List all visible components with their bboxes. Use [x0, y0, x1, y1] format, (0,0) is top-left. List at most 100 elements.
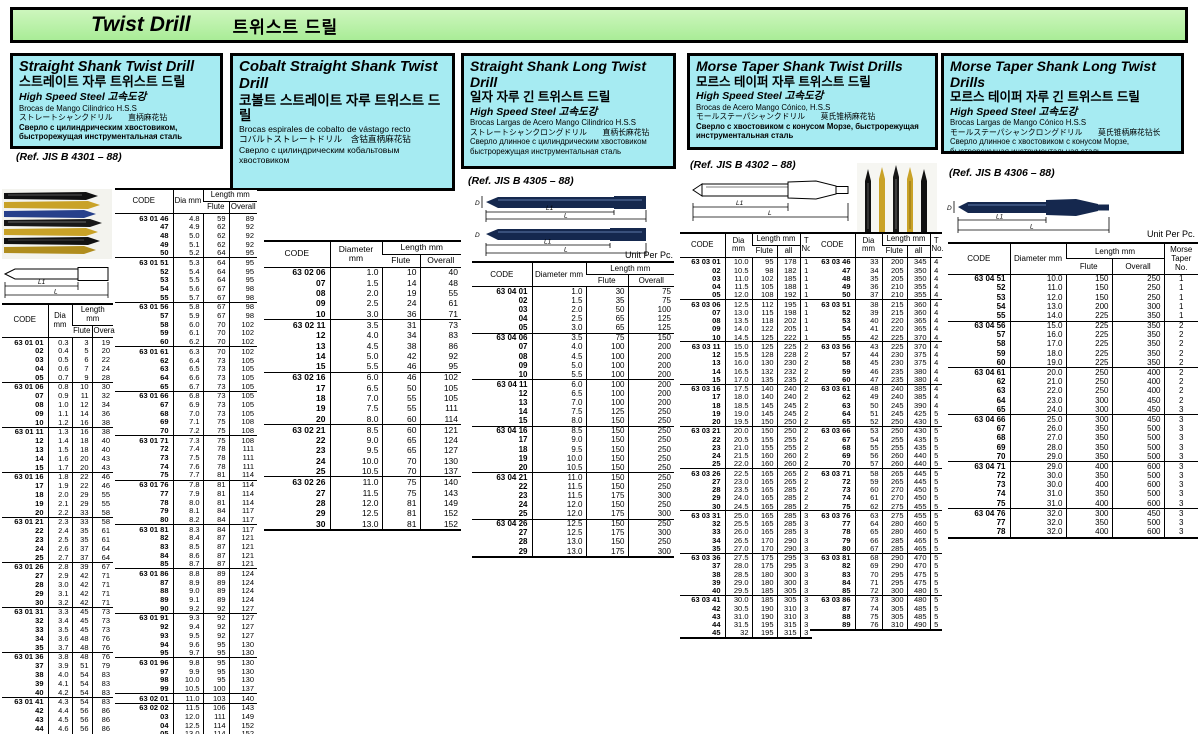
cell-taper-no: 5 — [929, 417, 943, 427]
cell-taper-no: 3 — [799, 544, 813, 554]
table-row: 24 2.6 37 64 — [2, 544, 114, 553]
cell-overall: 76 — [91, 651, 114, 662]
table-row: 72 7.4 78 111 — [115, 444, 258, 454]
table-row: 19 19.0 145 245 2 — [680, 409, 813, 418]
cell-diameter: 5.3 — [172, 257, 203, 268]
cell-overall: 102 — [228, 346, 258, 356]
taper-drill-diagram: L1 L — [692, 180, 849, 221]
cell-code: 43 — [712, 612, 721, 621]
cell-flute: 150 — [585, 518, 628, 529]
cell-overall: 111 — [228, 462, 258, 471]
cell-overall: 73 — [91, 625, 114, 635]
cell-taper-no: 1 — [1163, 311, 1198, 321]
cell-overall: 105 — [228, 381, 258, 392]
cell-diameter: 7.8 — [172, 479, 203, 490]
cell-overall: 152 — [419, 518, 461, 530]
cell-code: 57 — [842, 350, 851, 359]
cell-flute: 215 — [881, 308, 907, 317]
cell-code: 63 01 66 — [115, 390, 173, 401]
cell-overall: 89 — [228, 212, 258, 223]
cell-taper-no: 3 — [799, 561, 813, 571]
table-row: 63 03 21 20.0 150 250 2 — [680, 425, 813, 436]
cell-diameter: 7.5 — [531, 407, 586, 417]
cell-code: 63 03 36 — [680, 552, 725, 562]
table-row: 12 1.4 18 40 — [2, 436, 114, 446]
cell-code: 63 01 21 — [2, 516, 48, 527]
col-diameter: Dia mm — [172, 189, 203, 214]
table-row: 50 37 210 355 4 — [810, 290, 943, 300]
cell-overall: 43 — [91, 454, 114, 464]
cell-flute: 18 — [71, 445, 92, 455]
cell-overall: 450 — [906, 485, 931, 494]
cell-overall: 245 — [776, 409, 801, 418]
cell-flute: 19 — [381, 288, 420, 299]
cell-diameter: 23.0 — [724, 477, 752, 486]
cell-overall: 130 — [228, 648, 258, 658]
cell-code: 68 — [160, 409, 169, 418]
table-row: 63 03 36 27.5 175 295 3 — [680, 552, 813, 562]
table-row: 63 01 81 8.3 84 117 — [115, 523, 258, 534]
cell-diameter: 26.0 — [1009, 424, 1066, 434]
cell-flute: 54 — [71, 687, 92, 698]
cell-code: 63 04 01 — [472, 286, 532, 297]
cell-code: 17 — [518, 435, 528, 445]
cell-taper-no: 2 — [1163, 349, 1198, 359]
table-header: CODE Diameter mm Length mm Flute Overall — [472, 262, 674, 288]
cell-code: 03 — [712, 274, 721, 283]
cell-flute: 24 — [381, 298, 420, 309]
cell-flute: 170 — [751, 536, 777, 545]
cell-code: 14 — [316, 350, 326, 361]
table-row: 25 12.0 175 300 — [472, 509, 674, 520]
cell-diameter: 1.5 — [47, 445, 72, 455]
table-row: 60 6.2 70 102 — [115, 337, 258, 347]
cell-overall: 75 — [627, 296, 674, 306]
section-title-japanese: モールステーパシャンクロングドリル 莫氏锥柄麻花钻长 — [950, 127, 1161, 137]
cell-code: 08 — [518, 352, 528, 361]
table-row: 73 30.0 400 600 3 — [948, 480, 1198, 490]
cell-flute: 300 — [881, 594, 907, 605]
cell-code: 63 03 86 — [810, 594, 855, 605]
cell-diameter: 2.1 — [47, 499, 72, 508]
table-morse-taper-b: CODE Dia mm Length mm T No. Flute all 63 03 46… — [810, 232, 944, 631]
cell-code: 75 — [842, 502, 851, 511]
cell-code: 34 — [35, 634, 44, 643]
cell-diameter: 4.3 — [47, 696, 72, 707]
cell-code: 63 03 16 — [680, 383, 725, 393]
cell-code: 63 02 02 — [115, 702, 173, 713]
cell-flute: 111 — [202, 712, 229, 722]
cell-overall: 300 — [1111, 302, 1164, 312]
cell-diameter: 3.2 — [47, 597, 72, 608]
cell-diameter: 7.2 — [172, 426, 203, 436]
cell-flute: 305 — [881, 612, 907, 621]
cell-code: 59 — [996, 349, 1006, 358]
cell-overall: 250 — [627, 518, 674, 529]
cell-diameter: 9.5 — [531, 444, 586, 455]
cell-taper-no: 3 — [1163, 452, 1198, 462]
cell-code: 63 03 66 — [810, 425, 855, 436]
cell-overall: 435 — [906, 443, 931, 452]
cell-code: 23 — [518, 491, 528, 500]
cell-flute: 255 — [881, 435, 907, 444]
cell-flute: 300 — [1065, 414, 1112, 425]
table-row: 07 13.0 115 198 1 — [680, 308, 813, 317]
cell-flute: 29 — [71, 499, 92, 508]
table-row: 49 36 210 355 4 — [810, 282, 943, 291]
table-row: 75 31.0 400 600 3 — [948, 499, 1198, 509]
cell-code: 59 — [842, 367, 851, 376]
table-row: 63 01 51 5.3 64 95 — [115, 257, 258, 268]
cell-code: 17 — [316, 382, 326, 393]
cell-flute: 185 — [751, 594, 777, 605]
table-row: 13 16.0 130 230 2 — [680, 358, 813, 368]
section-title-russian: Сверло с цилиндрическим кобальтовым хвос… — [239, 144, 400, 166]
cell-code: 45 — [712, 628, 721, 638]
cell-diameter: 9.5 — [172, 631, 203, 640]
col-overall: Overall — [1111, 258, 1164, 275]
cell-diameter: 3.0 — [47, 580, 72, 590]
cell-code: 54 — [160, 284, 169, 293]
cell-code: 90 — [160, 604, 169, 613]
cell-overall: 55 — [91, 499, 114, 508]
col-overall: Overall — [627, 274, 674, 288]
table-row: 63 03 31 25.0 165 285 3 — [680, 510, 813, 520]
cell-code: 18 — [316, 393, 326, 403]
cell-code: 89 — [842, 620, 851, 630]
